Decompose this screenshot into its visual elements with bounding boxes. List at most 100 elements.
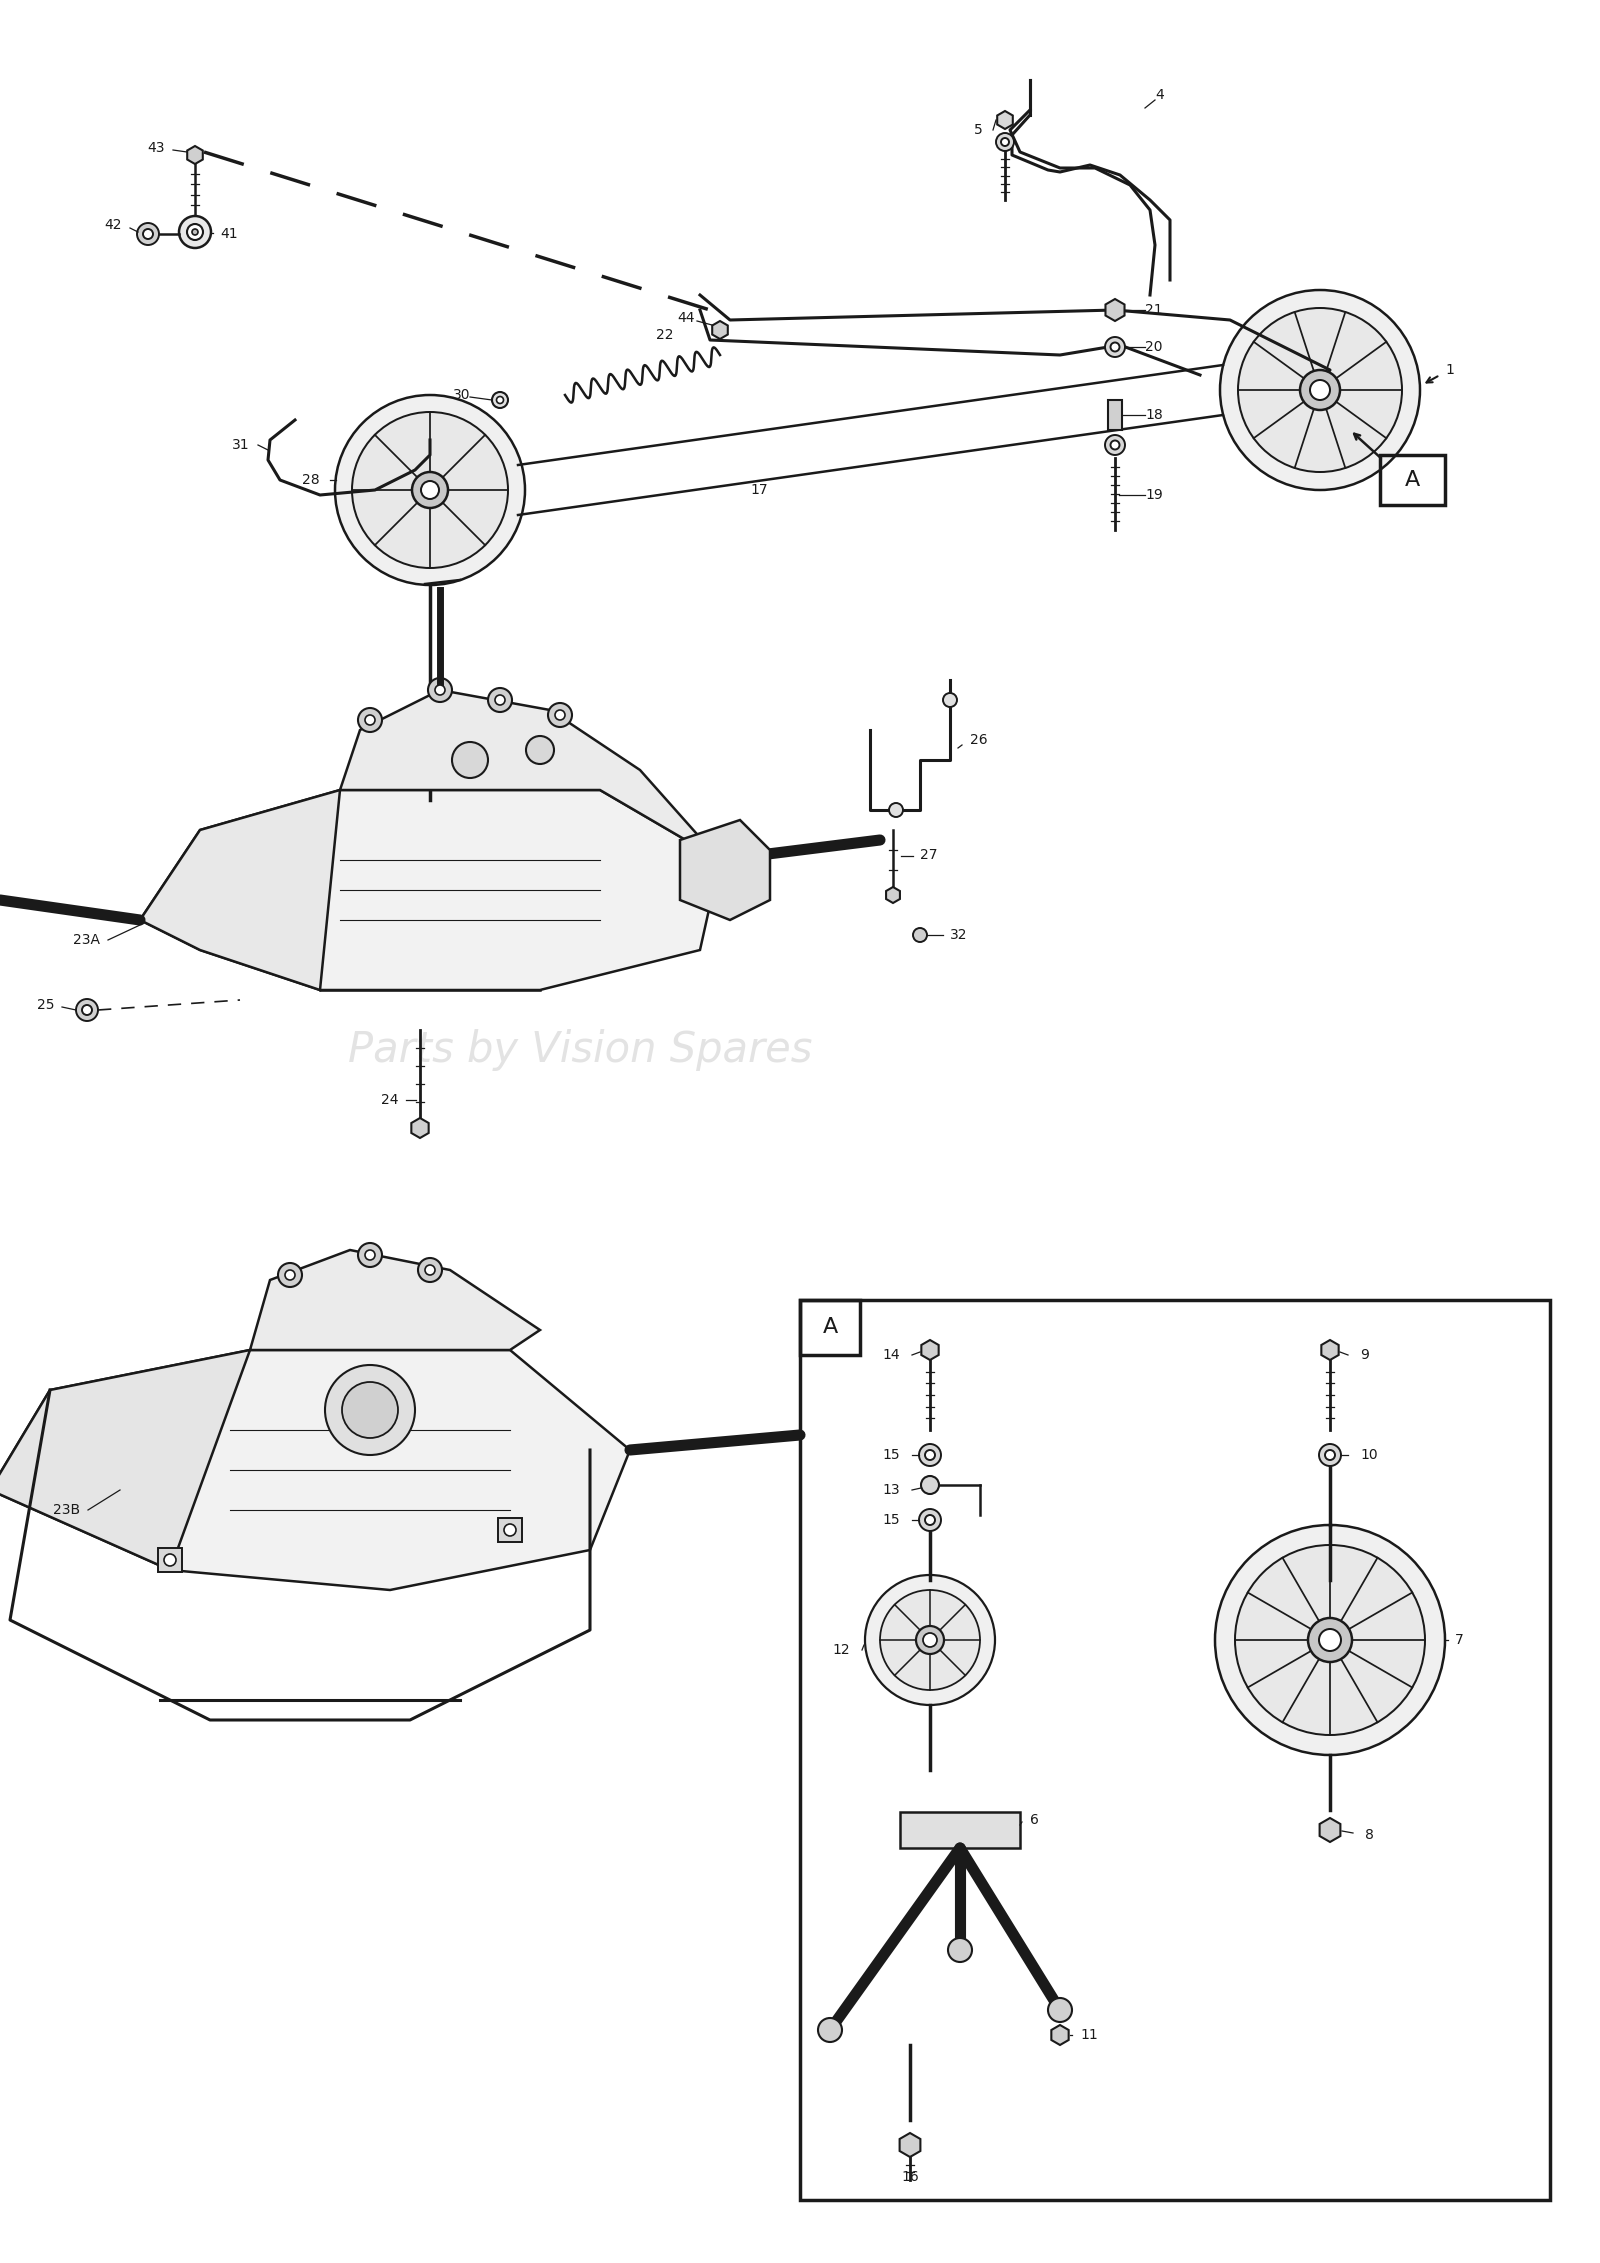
Circle shape (278, 1263, 302, 1288)
Text: 27: 27 (920, 849, 938, 862)
Text: 7: 7 (1454, 1634, 1464, 1647)
Circle shape (421, 482, 438, 500)
Polygon shape (0, 1351, 630, 1591)
Circle shape (334, 396, 525, 586)
Circle shape (1318, 1629, 1341, 1652)
Circle shape (413, 473, 448, 507)
Circle shape (915, 1627, 944, 1654)
Circle shape (942, 692, 957, 706)
Polygon shape (1051, 2025, 1069, 2046)
Polygon shape (250, 1249, 541, 1351)
Text: 19: 19 (1146, 489, 1163, 502)
Circle shape (504, 1523, 515, 1537)
Circle shape (547, 704, 573, 726)
Circle shape (1310, 380, 1330, 401)
Bar (899, 1813, 1021, 1849)
Polygon shape (0, 1351, 250, 1571)
Text: 11: 11 (1080, 2028, 1098, 2041)
Circle shape (922, 1475, 939, 1494)
Circle shape (818, 2019, 842, 2041)
Text: 18: 18 (1146, 407, 1163, 421)
Text: 41: 41 (221, 226, 238, 240)
Text: 30: 30 (453, 387, 470, 403)
Circle shape (426, 1265, 435, 1274)
Circle shape (1110, 342, 1120, 351)
Circle shape (493, 391, 509, 407)
Circle shape (918, 1444, 941, 1466)
Circle shape (453, 742, 488, 778)
Circle shape (142, 229, 154, 240)
Text: 13: 13 (882, 1482, 899, 1498)
Circle shape (352, 412, 509, 568)
Circle shape (925, 1514, 934, 1525)
Circle shape (82, 1005, 93, 1016)
Circle shape (1221, 290, 1421, 491)
Text: 15: 15 (882, 1514, 899, 1528)
Polygon shape (411, 1118, 429, 1138)
Text: 5: 5 (974, 122, 982, 138)
Circle shape (77, 998, 98, 1021)
Polygon shape (1106, 299, 1125, 321)
Polygon shape (886, 887, 899, 903)
Bar (498, 1518, 522, 1541)
Polygon shape (680, 819, 770, 921)
Bar (800, 1299, 861, 1356)
Circle shape (923, 1634, 938, 1647)
Polygon shape (922, 1340, 939, 1360)
Text: A: A (822, 1317, 838, 1337)
Text: 24: 24 (381, 1093, 398, 1107)
Circle shape (179, 215, 211, 249)
Circle shape (365, 715, 374, 724)
Circle shape (890, 803, 902, 817)
Circle shape (1325, 1451, 1334, 1460)
Circle shape (325, 1365, 414, 1455)
Bar (1107, 401, 1122, 430)
Circle shape (1110, 441, 1120, 450)
Circle shape (555, 711, 565, 720)
Polygon shape (899, 2134, 920, 2157)
Polygon shape (997, 111, 1013, 129)
Circle shape (880, 1591, 979, 1690)
Circle shape (138, 224, 158, 244)
Text: 22: 22 (656, 328, 674, 342)
Text: 44: 44 (677, 310, 694, 326)
Text: 4: 4 (1155, 88, 1163, 102)
Circle shape (418, 1258, 442, 1283)
Circle shape (914, 928, 926, 941)
Circle shape (1299, 369, 1341, 410)
Circle shape (488, 688, 512, 713)
Circle shape (192, 229, 198, 235)
Text: 1: 1 (1445, 362, 1454, 378)
Text: 43: 43 (147, 140, 165, 154)
Circle shape (365, 1249, 374, 1260)
Text: 23A: 23A (74, 932, 99, 946)
Polygon shape (1322, 1340, 1339, 1360)
Text: 6: 6 (1030, 1813, 1038, 1826)
Circle shape (494, 695, 506, 706)
Text: 28: 28 (302, 473, 320, 487)
Text: 9: 9 (1360, 1349, 1370, 1362)
Circle shape (1002, 138, 1010, 147)
Text: 12: 12 (832, 1643, 850, 1657)
Text: 15: 15 (882, 1448, 899, 1462)
Text: Parts by Vision Spares: Parts by Vision Spares (347, 1030, 813, 1070)
Polygon shape (141, 790, 339, 989)
Text: 8: 8 (1365, 1829, 1374, 1842)
Text: 23B: 23B (53, 1503, 80, 1516)
Polygon shape (187, 147, 203, 163)
Circle shape (429, 679, 453, 702)
Circle shape (358, 1242, 382, 1267)
Text: 10: 10 (1360, 1448, 1378, 1462)
Circle shape (435, 686, 445, 695)
Polygon shape (1320, 1817, 1341, 1842)
Circle shape (918, 1509, 941, 1532)
Circle shape (165, 1555, 176, 1566)
Text: 16: 16 (901, 2170, 918, 2184)
Circle shape (1235, 1546, 1426, 1736)
Text: 21: 21 (1146, 303, 1163, 317)
Text: 26: 26 (970, 733, 987, 747)
Circle shape (1309, 1618, 1352, 1661)
Circle shape (526, 735, 554, 765)
Circle shape (1106, 337, 1125, 358)
Bar (1379, 455, 1445, 505)
